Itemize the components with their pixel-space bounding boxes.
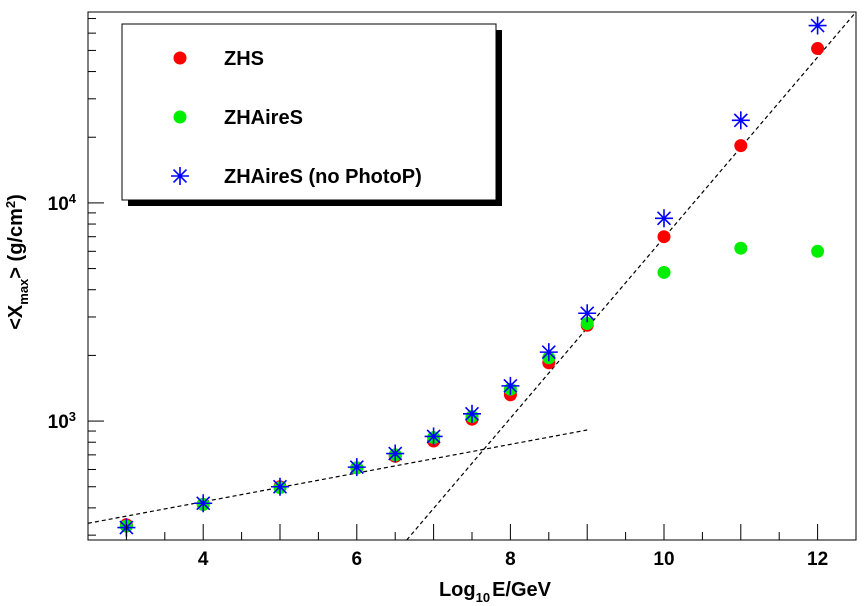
point-zhaires-no-photop-10	[655, 209, 673, 228]
point-zhaires-no-photop-4	[386, 444, 405, 463]
point-zhaires-10	[657, 265, 671, 279]
point-zhaires-no-photop-11	[731, 111, 750, 130]
point-zhaires-no-photop-5	[424, 427, 443, 446]
point-zhaires-11	[734, 241, 748, 255]
y-axis-title: <Xmax> (g/cm2)	[3, 194, 32, 330]
point-zhaires-no-photop-7	[501, 376, 520, 395]
point-zhaires-no-photop-6	[463, 404, 481, 423]
point-zhaires-12	[811, 244, 825, 258]
point-zhaires-9	[580, 317, 594, 331]
legend-label-zhs: ZHS	[224, 48, 264, 70]
x-tick-label: 4	[198, 549, 209, 570]
point-zhaires-no-photop-3	[347, 458, 366, 477]
x-axis-title: Log10 E/GeV	[439, 579, 552, 605]
x-tick-label: 12	[807, 549, 828, 570]
fit-line-2	[406, 12, 856, 540]
legend-marker-zhs	[173, 51, 187, 65]
fit-line-1	[88, 429, 588, 524]
axis-tick-labels: 4 6 8 10 12 103 104	[48, 190, 829, 570]
y-tick-label: 103	[48, 409, 76, 434]
y-tick-label: 104	[48, 190, 77, 215]
point-zhs-11	[734, 139, 748, 153]
legend-marker-zhaires-no-photop	[171, 167, 189, 185]
point-zhaires-no-photop-2	[271, 477, 289, 496]
axis-ticks	[88, 18, 819, 540]
fit-lines	[88, 12, 856, 540]
point-zhaires-no-photop-9	[578, 304, 597, 323]
legend-marker-zhaires	[173, 110, 187, 124]
x-tick-label: 8	[505, 549, 516, 570]
point-zhs-10	[657, 230, 671, 244]
legend-label-zhaires: ZHAireS	[224, 107, 303, 129]
legend: ZHS ZHAireS ZHAireS (no PhotoP)	[121, 23, 502, 206]
x-tick-label: 10	[653, 549, 674, 570]
point-zhaires-no-photop-12	[808, 16, 827, 35]
point-zhs-12	[811, 42, 825, 56]
legend-label-zhaires-no-photop: ZHAireS (no PhotoP)	[224, 166, 422, 188]
x-tick-label: 6	[352, 549, 363, 570]
point-zhaires-no-photop-1	[194, 494, 213, 513]
point-zhaires-no-photop-8	[539, 343, 558, 362]
